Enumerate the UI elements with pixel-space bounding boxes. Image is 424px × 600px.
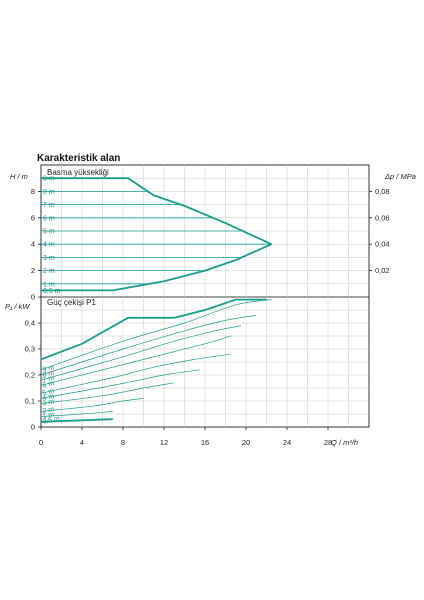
head-curve-label: 9 m: [43, 176, 55, 183]
pressure-y-tick-label: 0,06: [375, 213, 390, 222]
head-y-tick-label: 6: [31, 213, 35, 222]
power-curve-label: 9 m: [42, 364, 55, 373]
power-curve-label: 6 m: [42, 380, 55, 389]
power-y-tick-label: 0: [31, 423, 35, 432]
power-curve-label: 1 m: [42, 411, 55, 420]
flow-x-tick-label: 4: [80, 438, 84, 447]
flow-x-tick-label: 16: [201, 438, 209, 447]
power-y-axis-label: P₁ / kW: [5, 302, 30, 311]
head-y-tick-label: 0: [31, 293, 35, 302]
power-speed-curve: [40, 325, 241, 381]
pressure-y-axis-label: Δp / MPa: [384, 172, 416, 181]
power-panel-subtitle: Güç çekişi P1: [47, 298, 96, 307]
flow-x-tick-label: 20: [242, 438, 250, 447]
power-y-tick-label: 0,4: [25, 319, 35, 328]
power-curve-label: 3 m: [42, 398, 55, 407]
head-curve-label: 3 m: [43, 255, 55, 262]
head-y-tick-label: 4: [31, 240, 35, 249]
power-speed-curve: [40, 314, 257, 376]
power-speed-curve: [40, 398, 144, 412]
power-speed-curve: [40, 411, 113, 417]
head-envelope-min: [41, 243, 272, 292]
flow-x-tick-label: 0: [39, 438, 43, 447]
power-curve-label: 7 m: [42, 375, 55, 384]
power-speed-curve: [40, 353, 231, 394]
head-curve-label: 7 m: [43, 202, 55, 209]
flow-x-tick-label: 8: [121, 438, 125, 447]
power-curve-label: 8 m: [42, 370, 55, 379]
power-y-tick-label: 0,3: [25, 345, 35, 354]
head-curve-label: 0,5 m: [43, 288, 61, 295]
flow-x-axis-label: Q / m³/h: [331, 438, 358, 447]
head-envelope-max: [41, 177, 272, 246]
power-speed-curve: [40, 382, 175, 404]
chart-title: Karakteristik alan: [37, 153, 120, 164]
pressure-y-tick-label: 0,08: [375, 187, 390, 196]
head-y-axis-label: H / m: [10, 172, 28, 181]
head-curve-label: 6 m: [43, 215, 55, 222]
head-curve-label: 1 m: [43, 281, 55, 288]
power-curve-label: 5 m: [42, 388, 55, 397]
head-panel-subtitle: Basma yüksekliği: [47, 168, 109, 177]
head-y-tick-label: 2: [31, 266, 35, 275]
pressure-y-tick-label: 0,04: [375, 240, 390, 249]
power-speed-curve: [40, 369, 200, 399]
head-curve-label: 4 m: [43, 242, 55, 249]
head-curve-label: 8 m: [43, 189, 55, 196]
power-envelope-min: [40, 418, 113, 423]
head-curve-label: 5 m: [43, 229, 55, 236]
head-curve-label: 2 m: [43, 268, 55, 275]
flow-x-tick-label: 12: [160, 438, 168, 447]
pressure-y-tick-label: 0,02: [375, 266, 390, 275]
power-envelope-max: [40, 298, 267, 361]
power-curve-label: 4 m: [42, 393, 55, 402]
head-y-tick-label: 8: [31, 187, 35, 196]
power-speed-curve: [40, 335, 231, 386]
power-y-tick-label: 0,1: [25, 397, 35, 406]
flow-x-tick-label: 28: [324, 438, 332, 447]
power-speed-curve: [40, 299, 272, 371]
power-curve-label: 0,5 m: [42, 415, 61, 426]
flow-x-tick-label: 24: [283, 438, 291, 447]
power-curve-label: 2 m: [42, 406, 55, 415]
power-y-tick-label: 0,2: [25, 371, 35, 380]
